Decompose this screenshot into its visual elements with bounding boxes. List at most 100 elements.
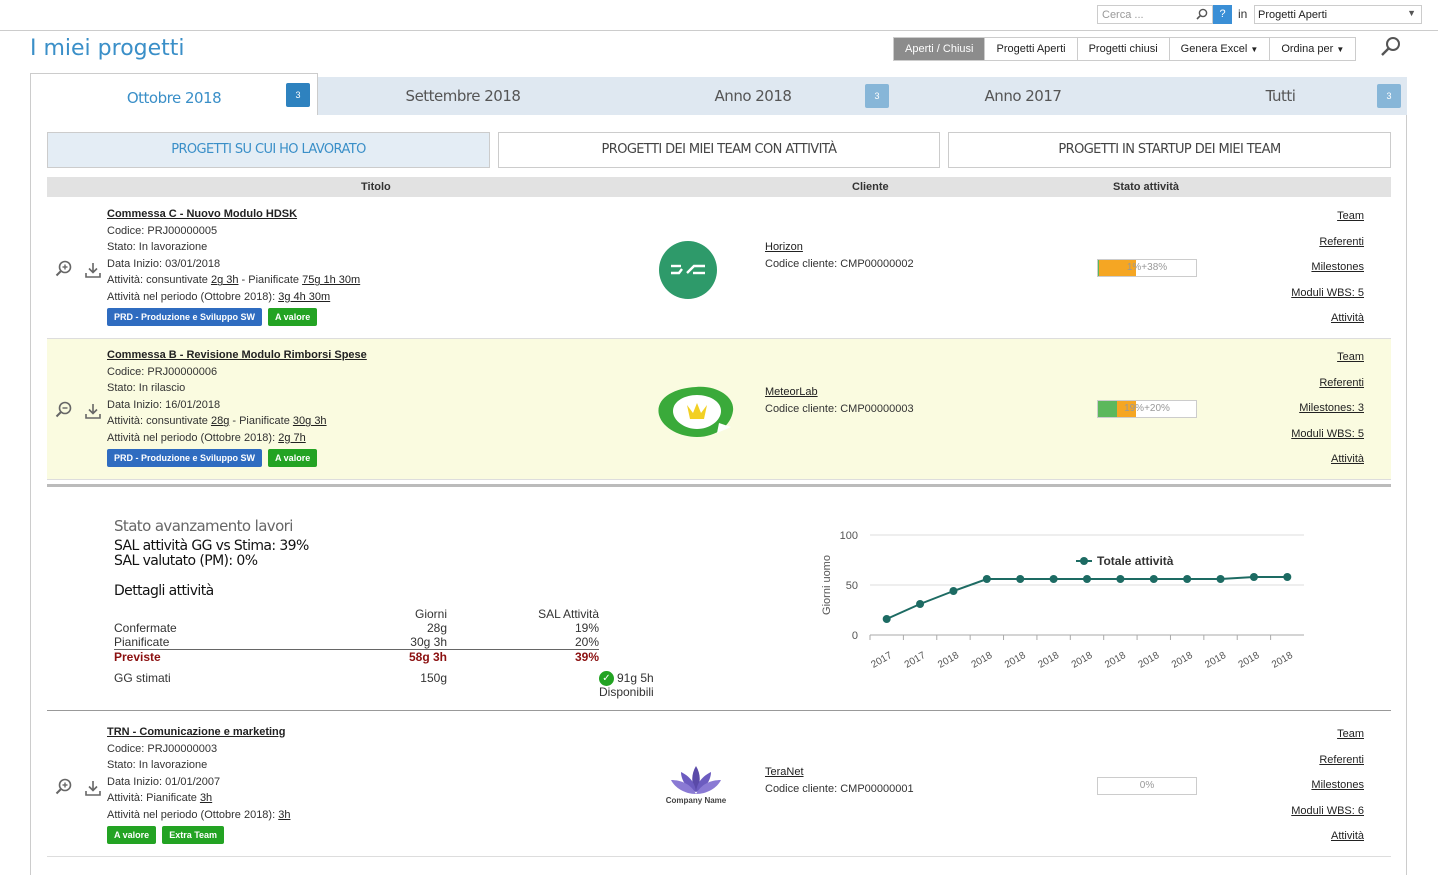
referents-link[interactable]: Referenti [1319,235,1364,248]
details-title: Dettagli attività [114,583,214,599]
chart-x-tick-label: 2018 [1003,650,1028,671]
activities-planned-link[interactable]: 30g 3h [292,415,327,428]
tab-ottobre-2018[interactable]: Ottobre 2018 [30,73,318,115]
row-label: Previste [114,650,161,664]
zoom-in-icon[interactable] [55,401,73,419]
project-links: Team Referenti Milestones Moduli WBS: 5 … [1291,204,1364,332]
tab-label: Settembre 2018 [405,87,521,105]
project-code: Codice: PRJ00000006 [107,365,218,378]
activities-mid-label: - Pianificate [229,415,293,428]
download-icon[interactable] [84,779,102,797]
zoom-in-icon[interactable] [55,778,73,796]
client-name-link[interactable]: TeraNet [765,766,804,778]
value-badge: A valore [268,307,318,326]
chart-y-tick-label: 100 [840,530,858,542]
referents-link[interactable]: Referenti [1319,376,1364,389]
milestones-link[interactable]: Milestones [1311,261,1364,274]
zoom-in-icon[interactable] [55,260,73,278]
client-name-link[interactable]: MeteorLab [765,386,818,398]
help-button[interactable]: ? [1213,5,1232,24]
tab-anno-2017[interactable]: Anno 2017 [898,77,1148,115]
filter-worked-projects[interactable]: PROGETTI SU CUI HO LAVORATO [47,132,490,168]
client-info: MeteorLab Codice cliente: CMP00000003 [765,384,914,418]
wbs-modules-link[interactable]: Moduli WBS: 5 [1291,286,1364,299]
table-row: Commessa B - Revisione Modulo Rimborsi S… [47,339,1391,480]
progress-fill-planned [1116,401,1137,417]
table-row: TRN - Comunicazione e marketing Codice: … [47,716,1391,857]
export-excel-button[interactable]: Genera Excel ▼ [1169,38,1271,60]
download-icon[interactable] [84,261,102,279]
tab-label: Anno 2018 [714,87,792,105]
closed-projects-button[interactable]: Progetti chiusi [1077,38,1170,60]
client-info: Horizon Codice cliente: CMP00000002 [765,239,914,273]
tab-tutti[interactable]: Tutti [1148,77,1413,115]
project-name-link[interactable]: Commessa B - Revisione Modulo Rimborsi S… [107,349,367,361]
tab-anno-2018[interactable]: Anno 2018 [608,77,898,115]
activities-done-link[interactable]: 2g 3h [210,274,239,287]
project-name-link[interactable]: Commessa C - Nuovo Modulo HDSK [107,208,298,220]
tab-count-badge: 3 [1377,84,1401,108]
filter-team-projects[interactable]: PROGETTI DEI MIEI TEAM CON ATTIVITÀ [498,132,940,168]
tab-settembre-2018[interactable]: Settembre 2018 [318,77,608,115]
search-icon[interactable] [1380,36,1402,58]
wbs-modules-link[interactable]: Moduli WBS: 5 [1291,427,1364,440]
value-badge: A valore [107,825,157,844]
open-projects-button[interactable]: Progetti Aperti [985,38,1078,60]
wbs-modules-link[interactable]: Moduli WBS: 6 [1291,804,1364,817]
activities-planned-link[interactable]: 75g 1h 30m [302,274,361,287]
period-tabs: Ottobre 2018 3 Settembre 2018 Anno 2018 … [30,73,1407,115]
project-start-date: Data Inizio: 03/01/2018 [107,257,221,270]
project-state: Stato: In lavorazione [107,241,208,254]
activity-chart: 0 50 100 Giorni uomo 2017 2017 2018 2018 2018 201… [760,520,1320,690]
chart-data-point [1216,575,1225,583]
period-label: Attività nel periodo (Ottobre 2018): [107,290,279,303]
team-link[interactable]: Team [1337,351,1364,363]
table-row: Commessa C - Nuovo Modulo HDSK Codice: P… [47,198,1391,339]
progress-text: 19%+20% [1124,403,1170,414]
activity-progress-bar: 1%+38% [1097,259,1197,277]
filter-startup-projects[interactable]: PROGETTI IN STARTUP DEI MIEI TEAM [948,132,1391,168]
chart-data-point [1183,575,1192,583]
sort-by-button[interactable]: Ordina per ▼ [1270,38,1356,60]
toggle-open-closed-button[interactable]: Aperti / Chiusi [894,38,986,60]
chart-x-tick-label: 2018 [1103,650,1128,671]
project-start-date: Data Inizio: 01/01/2007 [107,775,221,788]
details-header-row: Giorni SAL Attività [114,607,599,621]
project-period-activities: Attività nel periodo (Ottobre 2018): 3h [107,807,290,824]
view-toolbar: Aperti / Chiusi Progetti Aperti Progetti… [893,37,1357,61]
team-link[interactable]: Team [1337,728,1364,740]
activities-link[interactable]: Attività [1330,312,1364,325]
project-state: Stato: In lavorazione [107,759,208,772]
project-name-link[interactable]: TRN - Comunicazione e marketing [107,726,286,738]
team-link[interactable]: Team [1337,210,1364,222]
row-label: Confermate [114,621,177,635]
project-activities: Attività: consuntivate 28g - Pianificate… [107,413,367,430]
activities-planned-link[interactable]: 3h [199,792,213,805]
milestones-link[interactable]: Milestones: 3 [1299,402,1364,415]
period-activities-link[interactable]: 3g 4h 30m [278,290,331,303]
progress-fill-planned [1098,260,1137,276]
tab-label: Tutti [1265,87,1296,105]
chart-x-tick-label: 2018 [1170,650,1195,671]
milestones-link[interactable]: Milestones [1311,779,1364,792]
row-days: 28g [426,621,447,635]
sort-by-label: Ordina per [1281,43,1334,55]
download-icon[interactable] [84,402,102,420]
activities-done-link[interactable]: 28g [210,415,230,428]
activities-link[interactable]: Attività [1330,453,1364,466]
period-activities-link[interactable]: 2g 7h [278,431,306,444]
chart-x-tick-label: 2018 [1203,650,1228,671]
row-sal: 19% [574,621,599,635]
available-text: 91g 5h Disponibili [599,671,654,699]
period-activities-link[interactable]: 3h [278,808,291,821]
project-activities: Attività: Pianificate 3h [107,790,290,807]
search-input[interactable]: Cerca ... [1097,5,1213,24]
search-icon[interactable] [1196,8,1208,23]
chart-x-tick-label: 2017 [903,650,928,671]
column-title: Titolo [361,181,391,193]
client-name-link[interactable]: Horizon [765,241,803,253]
scope-select[interactable]: Progetti Aperti ▼ [1254,5,1422,24]
referents-link[interactable]: Referenti [1319,753,1364,766]
chart-data-point [882,615,891,623]
activities-link[interactable]: Attività [1330,830,1364,843]
